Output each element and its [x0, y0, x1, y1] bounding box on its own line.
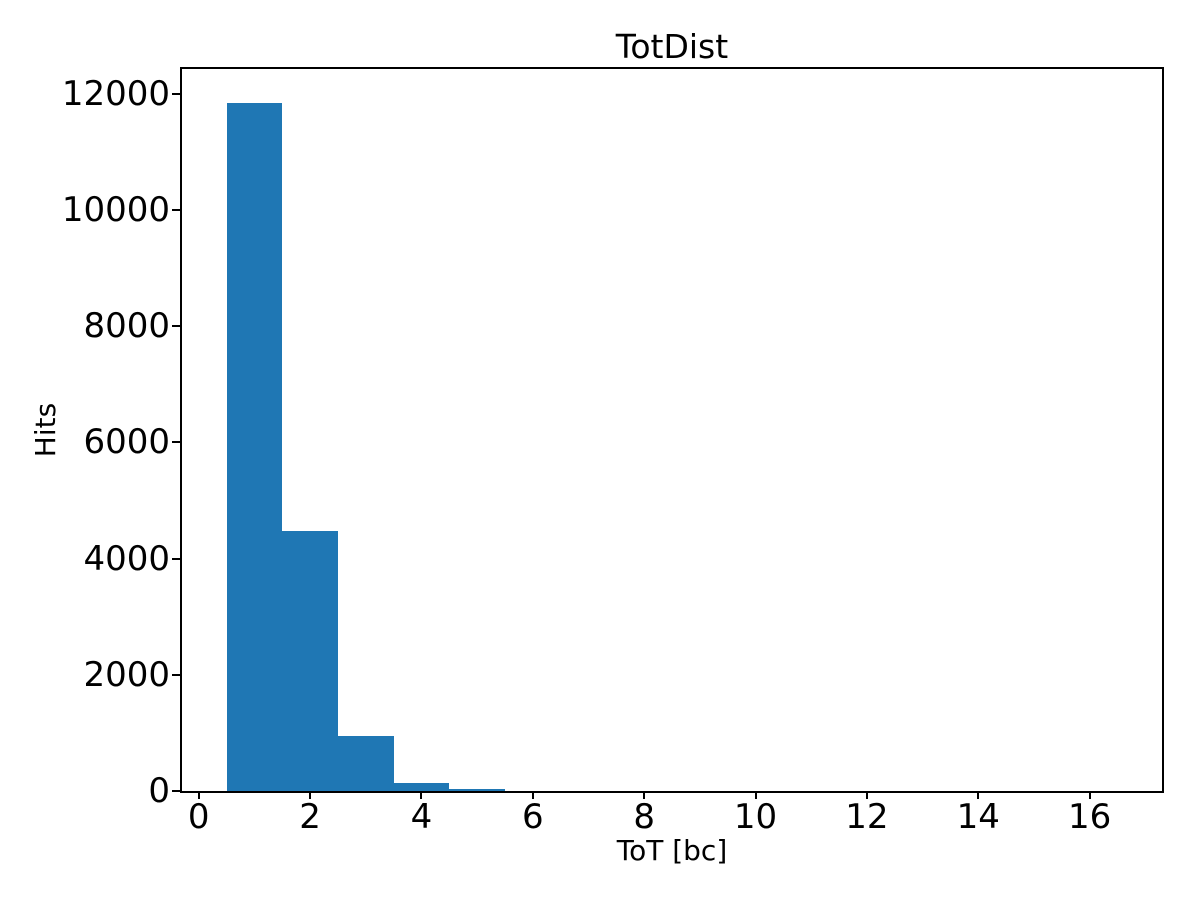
- x-tick-mark: [197, 791, 200, 799]
- x-tick-mark: [309, 791, 312, 799]
- y-tick-mark: [172, 209, 180, 212]
- histogram-bar: [449, 788, 505, 791]
- x-tick-label: 8: [633, 797, 655, 837]
- x-tick-label: 16: [1067, 797, 1112, 837]
- x-tick-label: 4: [410, 797, 433, 837]
- x-tick-label: 2: [299, 797, 321, 837]
- y-tick-mark: [172, 441, 180, 444]
- x-tick-label: 6: [521, 797, 544, 837]
- x-tick-label: 12: [845, 797, 889, 837]
- x-tick-mark: [1088, 791, 1091, 799]
- y-tick-label: 6000: [83, 422, 170, 463]
- x-tick-mark: [754, 791, 757, 799]
- y-tick-mark: [172, 790, 180, 792]
- chart-title: TotDist: [615, 27, 729, 66]
- histogram-bar: [282, 530, 338, 791]
- y-tick-mark: [172, 325, 180, 328]
- y-tick-mark: [172, 673, 180, 676]
- x-tick-label: 14: [956, 797, 1000, 837]
- y-tick-label: 0: [148, 771, 170, 811]
- x-tick-mark: [420, 791, 423, 799]
- y-tick-label: 8000: [83, 306, 170, 347]
- y-tick-label: 4000: [83, 538, 170, 579]
- x-axis-label: ToT [bc]: [616, 834, 728, 867]
- histogram-bar: [393, 782, 450, 791]
- x-tick-mark: [977, 791, 980, 799]
- y-tick-mark: [172, 92, 180, 95]
- y-tick-label: 2000: [83, 654, 170, 695]
- plot-area: [180, 67, 1164, 793]
- x-tick-label: 0: [187, 797, 210, 837]
- x-tick-mark: [643, 791, 646, 799]
- histogram-bar: [226, 102, 283, 791]
- x-tick-label: 10: [733, 797, 778, 837]
- y-tick-label: 10000: [61, 190, 170, 231]
- y-tick-label: 12000: [61, 73, 170, 114]
- x-tick-mark: [531, 791, 534, 799]
- y-tick-mark: [172, 557, 180, 560]
- histogram-bar: [337, 735, 394, 791]
- x-tick-mark: [865, 791, 868, 799]
